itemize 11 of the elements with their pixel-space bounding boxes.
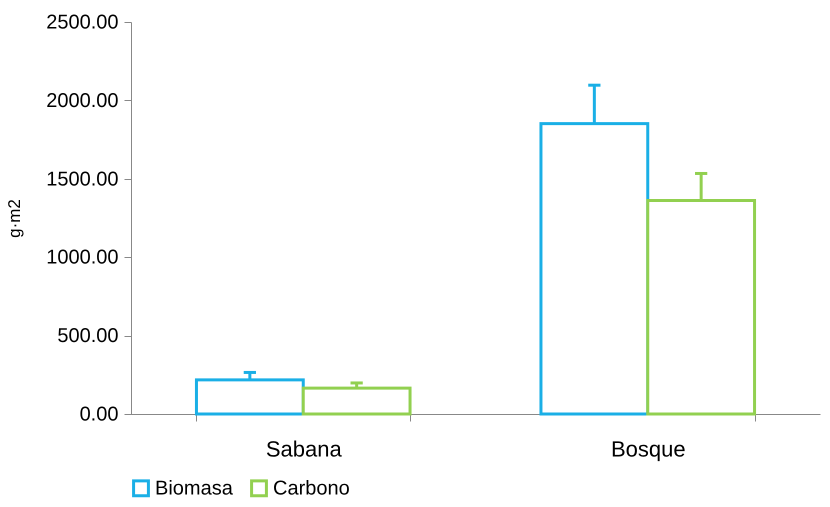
y-tick-label: 1500.00 bbox=[46, 168, 118, 190]
y-axis-title: g·m2 bbox=[5, 199, 24, 238]
y-tick-label: 1000.00 bbox=[46, 246, 118, 269]
legend-label: Biomasa bbox=[155, 477, 234, 500]
y-tick-label: 0.00 bbox=[80, 404, 118, 426]
x-tick-label: Bosque bbox=[610, 436, 686, 462]
x-tick-label: Sabana bbox=[266, 436, 342, 462]
y-tick-label: 500.00 bbox=[57, 325, 118, 348]
legend-label: Carbono bbox=[273, 477, 350, 500]
y-tick-label: 2000.00 bbox=[46, 90, 118, 112]
y-tick-label: 2500.00 bbox=[46, 12, 118, 34]
